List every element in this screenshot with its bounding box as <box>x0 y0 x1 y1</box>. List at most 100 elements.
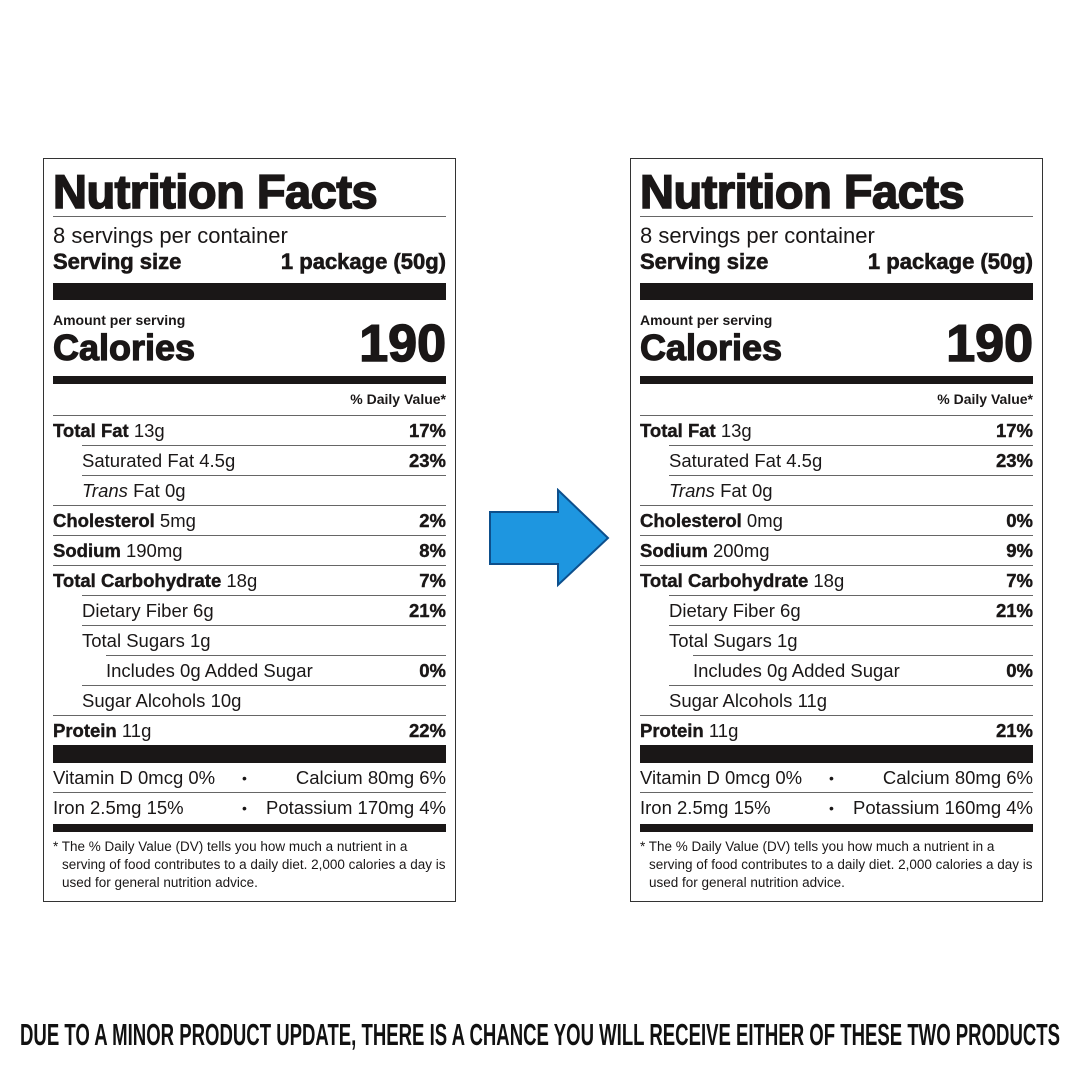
nutrient-label: Cholesterol <box>640 509 742 531</box>
arrow-right-icon <box>489 488 610 588</box>
micronutrient-row: Vitamin D 0mcg 0% • Calcium 80mg 6% <box>53 763 446 792</box>
bullet: • <box>829 799 834 816</box>
nutrient-label: Total Carbohydrate <box>53 569 222 591</box>
nutrient-amount: 11g <box>121 719 152 741</box>
calories-label: Calories <box>639 327 783 368</box>
nutrient-label: Sugar Alcohols <box>82 689 206 711</box>
nutrient-amount: 4.5g <box>199 449 236 471</box>
micronutrient-row: Vitamin D 0mcg 0% • Calcium 80mg 6% <box>640 763 1033 792</box>
divider <box>640 216 1033 217</box>
divider-medium <box>640 376 1033 384</box>
nutrient-amount: 13g <box>720 419 752 441</box>
nutrient-row: Sugar Alcohols 11g <box>669 685 1033 715</box>
nutrient-daily-value: 0% <box>419 659 446 681</box>
divider-thick <box>640 283 1033 300</box>
nutrient-amount: 13g <box>133 419 165 441</box>
bullet: • <box>829 769 834 786</box>
nutrient-row: Dietary Fiber 6g 21% <box>669 595 1033 625</box>
nutrient-daily-value: 21% <box>995 719 1033 741</box>
nutrient-label-italic: Trans <box>82 479 128 501</box>
nutrient-row: Includes 0g Added Sugar 0% <box>693 655 1033 685</box>
nutrient-daily-value: 8% <box>419 539 446 561</box>
nutrient-amount: 0mg <box>746 509 783 531</box>
nutrition-label-updated: Nutrition Facts 8 servings per container… <box>630 158 1043 902</box>
nutrient-row: Total Fat 13g 17% <box>640 415 1033 445</box>
nutrient-row: Total Carbohydrate 18g 7% <box>640 565 1033 595</box>
divider-medium <box>640 824 1033 832</box>
nutrient-daily-value: 17% <box>408 419 446 441</box>
amount-per-serving: Amount per serving <box>640 312 773 328</box>
amount-per-serving: Amount per serving <box>53 312 186 328</box>
serving-size-value: 1 package (50g) <box>280 249 447 275</box>
nutrient-daily-value: 21% <box>408 599 446 621</box>
nutrient-amount: 0g <box>751 479 773 501</box>
nutrient-row: Sodium 190mg 8% <box>53 535 446 565</box>
nutrient-amount: 6g <box>193 599 214 621</box>
nutrient-daily-value: 2% <box>419 509 446 531</box>
nutrient-daily-value: 17% <box>995 419 1033 441</box>
nutrient-row: Total Fat 13g 17% <box>53 415 446 445</box>
nutrient-label: Dietary Fiber <box>82 599 188 621</box>
bullet: • <box>242 769 247 786</box>
nutrient-amount: 11g <box>708 719 739 741</box>
nutrient-label: Fat <box>133 479 160 501</box>
daily-value-footnote: * The % Daily Value (DV) tells you how m… <box>640 839 1033 890</box>
nutrient-label: Sodium <box>640 539 708 561</box>
label-title: Nutrition Facts <box>639 165 965 218</box>
nutrition-label-original: Nutrition Facts 8 servings per container… <box>43 158 456 902</box>
divider <box>53 216 446 217</box>
nutrient-row: Sugar Alcohols 10g <box>82 685 446 715</box>
micronutrient-left: Vitamin D 0mcg 0% <box>53 766 216 788</box>
nutrient-row: Total Sugars 1g <box>82 625 446 655</box>
micronutrient-right: Calcium 80mg 6% <box>295 766 446 788</box>
nutrient-row: Protein 11g 22% <box>53 715 446 745</box>
nutrient-label: Total Carbohydrate <box>640 569 809 591</box>
daily-value-header: % Daily Value* <box>350 391 446 407</box>
nutrient-daily-value: 0% <box>1006 659 1033 681</box>
nutrient-label: Dietary Fiber <box>669 599 775 621</box>
nutrient-amount: 18g <box>813 569 845 591</box>
nutrient-amount: 4.5g <box>786 449 823 471</box>
nutrient-label: Cholesterol <box>53 509 155 531</box>
daily-value-footnote: * The % Daily Value (DV) tells you how m… <box>53 839 446 890</box>
serving-size: Serving size 1 package (50g) <box>640 249 1034 275</box>
nutrient-label: Saturated Fat <box>669 449 782 471</box>
nutrient-label: Total Fat <box>640 419 716 441</box>
bullet: • <box>242 799 247 816</box>
nutrient-label: Protein <box>640 719 704 741</box>
nutrient-daily-value: 23% <box>408 449 446 471</box>
serving-size-label: Serving size <box>640 249 769 275</box>
nutrient-label: Total Fat <box>53 419 129 441</box>
nutrient-label: Includes 0g Added Sugar <box>693 659 900 681</box>
nutrient-row: Trans Fat 0g <box>669 475 1033 505</box>
calories-label: Calories <box>52 327 196 368</box>
nutrient-row: Saturated Fat 4.5g 23% <box>669 445 1033 475</box>
micronutrient-right: Potassium 160mg 4% <box>853 796 1033 818</box>
servings-per-container: 8 servings per container <box>53 223 288 248</box>
nutrient-amount: 5mg <box>159 509 196 531</box>
nutrient-daily-value: 22% <box>408 719 446 741</box>
nutrient-daily-value: 23% <box>995 449 1033 471</box>
nutrient-row: Sodium 200mg 9% <box>640 535 1033 565</box>
nutrient-amount: 0g <box>164 479 186 501</box>
divider-medium <box>53 824 446 832</box>
divider-thick <box>640 745 1033 763</box>
arrow-shape <box>489 488 610 588</box>
nutrient-row: Total Carbohydrate 18g 7% <box>53 565 446 595</box>
nutrient-row: Trans Fat 0g <box>82 475 446 505</box>
nutrient-label: Sodium <box>53 539 121 561</box>
micronutrient-left: Vitamin D 0mcg 0% <box>640 766 803 788</box>
nutrient-daily-value: 9% <box>1006 539 1033 561</box>
nutrient-amount: 10g <box>210 689 242 711</box>
serving-size-label: Serving size <box>53 249 182 275</box>
nutrient-label: Total Sugars <box>669 629 772 651</box>
nutrient-label: Includes 0g Added Sugar <box>106 659 313 681</box>
serving-size: Serving size 1 package (50g) <box>53 249 447 275</box>
nutrient-daily-value: 0% <box>1006 509 1033 531</box>
nutrient-row: Protein 11g 21% <box>640 715 1033 745</box>
micronutrient-left: Iron 2.5mg 15% <box>53 796 184 818</box>
nutrient-daily-value: 21% <box>995 599 1033 621</box>
calories-value: 190 <box>358 315 446 373</box>
divider-thick <box>53 745 446 763</box>
label-title: Nutrition Facts <box>52 165 378 218</box>
